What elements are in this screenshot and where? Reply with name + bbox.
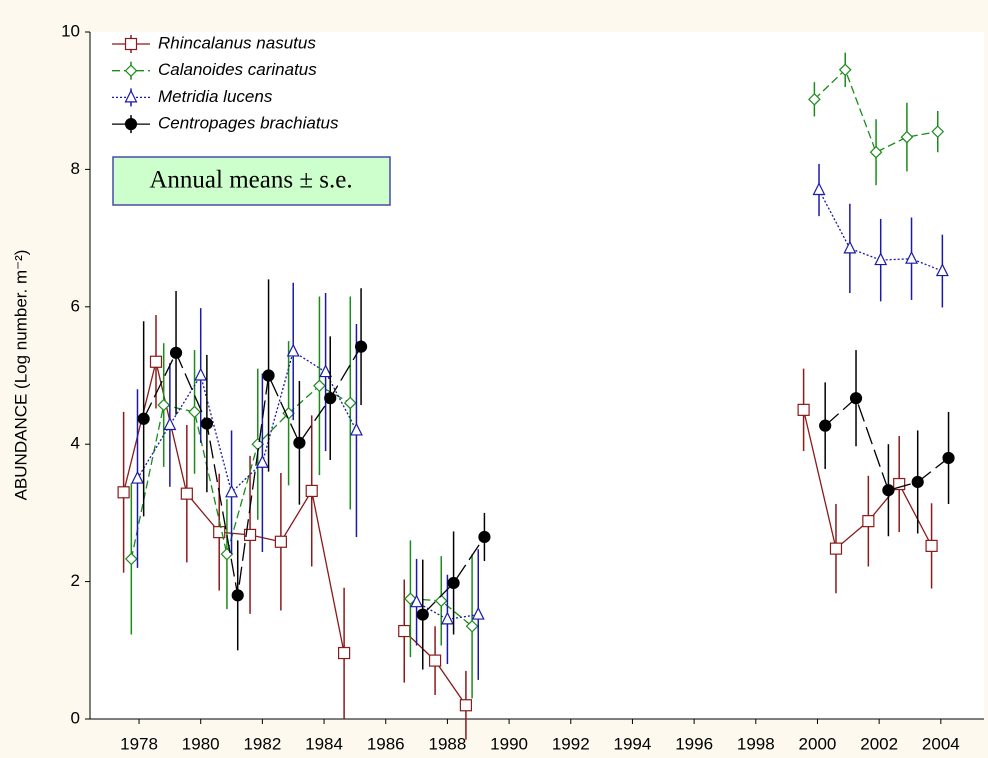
marker xyxy=(869,145,883,159)
marker xyxy=(862,515,875,528)
marker xyxy=(935,263,949,277)
marker xyxy=(169,346,183,359)
marker xyxy=(428,654,442,667)
marker xyxy=(440,611,454,625)
series-line xyxy=(143,346,949,616)
marker xyxy=(188,405,201,419)
marker xyxy=(262,369,275,382)
x-tick-label: 2000 xyxy=(799,734,837,753)
marker xyxy=(180,487,193,500)
marker xyxy=(931,125,945,138)
x-tick-label: 2002 xyxy=(860,734,898,753)
marker xyxy=(343,396,357,410)
y-tick-label: 4 xyxy=(71,434,80,453)
legend-marker xyxy=(124,64,138,78)
y-axis-label: ABUNDANCE (Log number. m⁻²) xyxy=(11,250,30,501)
annotation-box xyxy=(112,156,391,206)
series-line xyxy=(136,189,943,621)
plot-area xyxy=(90,32,984,719)
marker xyxy=(157,398,171,412)
marker xyxy=(286,343,300,357)
legend-marker xyxy=(124,37,138,51)
marker xyxy=(812,182,826,196)
marker xyxy=(447,576,460,590)
y-tick-label: 0 xyxy=(71,708,80,727)
x-tick-label: 1986 xyxy=(367,734,405,753)
marker xyxy=(200,417,213,430)
marker xyxy=(925,539,938,552)
marker xyxy=(849,392,863,405)
marker xyxy=(349,422,363,436)
x-tick-label: 1992 xyxy=(552,734,590,753)
marker xyxy=(459,699,473,712)
marker xyxy=(911,475,924,489)
marker xyxy=(838,63,852,77)
x-tick-label: 1988 xyxy=(429,734,467,753)
x-tick-label: 1980 xyxy=(182,734,220,753)
marker xyxy=(324,392,337,405)
legend-label: Centropages brachiatus xyxy=(158,114,339,133)
legend-marker xyxy=(124,89,138,103)
marker xyxy=(465,619,479,633)
legend-label: Rhincalanus nasutus xyxy=(158,33,316,52)
marker xyxy=(163,417,177,431)
marker xyxy=(243,528,257,541)
marker xyxy=(410,594,424,608)
x-tick-label: 1982 xyxy=(243,734,281,753)
y-tick-label: 6 xyxy=(71,296,80,315)
marker xyxy=(274,535,287,548)
marker xyxy=(225,484,239,498)
legend-label: Calanoides carinatus xyxy=(158,60,317,79)
marker xyxy=(194,367,208,381)
x-tick-label: 1996 xyxy=(675,734,713,753)
x-tick-label: 1984 xyxy=(305,734,343,753)
marker xyxy=(416,608,429,621)
marker xyxy=(874,252,888,266)
marker xyxy=(942,451,955,465)
legend-marker xyxy=(124,117,138,131)
y-tick-label: 10 xyxy=(61,21,80,40)
marker xyxy=(117,486,130,499)
x-tick-label: 1994 xyxy=(614,734,652,753)
y-tick-label: 2 xyxy=(71,571,80,590)
legend-label: Metridia lucens xyxy=(158,87,273,106)
marker xyxy=(213,526,226,539)
marker xyxy=(893,477,906,491)
marker xyxy=(149,355,163,368)
marker xyxy=(843,240,857,254)
marker xyxy=(829,542,843,555)
x-tick-label: 1998 xyxy=(737,734,775,753)
marker xyxy=(882,484,895,497)
y-tick-label: 8 xyxy=(71,159,80,178)
marker xyxy=(319,364,333,378)
annotation: Annual means ± s.e. xyxy=(149,167,352,194)
marker xyxy=(797,403,810,416)
marker xyxy=(255,454,269,468)
marker xyxy=(434,594,448,608)
marker xyxy=(293,436,306,449)
marker xyxy=(478,530,491,544)
x-tick-label: 2004 xyxy=(922,734,960,753)
marker xyxy=(905,250,919,264)
marker xyxy=(354,340,368,353)
marker xyxy=(338,646,351,660)
marker xyxy=(137,412,150,425)
marker xyxy=(471,606,485,620)
marker xyxy=(900,130,914,144)
marker xyxy=(305,484,318,498)
marker xyxy=(808,92,821,106)
marker xyxy=(819,419,832,432)
marker xyxy=(313,379,326,393)
marker xyxy=(131,470,144,484)
marker xyxy=(231,589,244,602)
marker xyxy=(398,624,411,638)
x-tick-label: 1978 xyxy=(120,734,158,753)
marker xyxy=(124,552,138,566)
x-tick-label: 1990 xyxy=(490,734,528,753)
